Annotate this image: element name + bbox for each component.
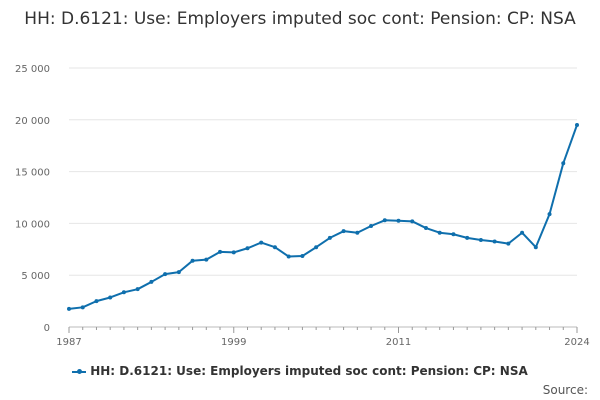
data-point[interactable] bbox=[520, 230, 525, 235]
legend-line-marker-icon bbox=[72, 368, 87, 374]
chart-title: HH: D.6121: Use: Employers imputed soc c… bbox=[24, 9, 576, 29]
x-tick-label: 2024 bbox=[564, 337, 589, 348]
data-point[interactable] bbox=[300, 254, 305, 259]
data-point[interactable] bbox=[327, 235, 332, 240]
y-tick-label: 5 000 bbox=[21, 271, 50, 282]
data-point[interactable] bbox=[121, 290, 126, 295]
legend-label: HH: D.6121: Use: Employers imputed soc c… bbox=[90, 364, 528, 378]
data-point[interactable] bbox=[286, 254, 291, 259]
data-point[interactable] bbox=[272, 245, 277, 250]
x-tick-label: 1987 bbox=[56, 337, 81, 348]
data-point[interactable] bbox=[108, 295, 113, 300]
series-layer bbox=[67, 122, 579, 311]
gridlines bbox=[69, 67, 577, 328]
data-point[interactable] bbox=[506, 241, 511, 246]
data-point[interactable] bbox=[478, 237, 483, 242]
data-point[interactable] bbox=[259, 240, 264, 245]
data-point[interactable] bbox=[410, 219, 415, 224]
data-point[interactable] bbox=[218, 249, 223, 254]
y-axis-ticks: 0 5 000 10 000 15 000 20 000 25 000 bbox=[15, 64, 50, 334]
data-point[interactable] bbox=[231, 250, 236, 255]
data-point[interactable] bbox=[451, 232, 456, 237]
data-point[interactable] bbox=[575, 122, 579, 127]
data-point[interactable] bbox=[369, 223, 374, 228]
y-tick-label: 10 000 bbox=[15, 219, 50, 230]
y-tick-label: 25 000 bbox=[15, 64, 50, 75]
x-axis: 1987 1999 2011 2024 bbox=[56, 327, 590, 348]
data-point[interactable] bbox=[176, 270, 181, 275]
data-point[interactable] bbox=[533, 245, 538, 250]
data-point[interactable] bbox=[355, 230, 360, 235]
y-tick-label: 15 000 bbox=[15, 168, 50, 179]
data-point[interactable] bbox=[245, 246, 250, 251]
data-point[interactable] bbox=[341, 229, 346, 234]
series-line bbox=[68, 123, 578, 310]
data-point[interactable] bbox=[465, 235, 470, 240]
legend[interactable]: HH: D.6121: Use: Employers imputed soc c… bbox=[0, 364, 600, 378]
data-point[interactable] bbox=[94, 299, 99, 304]
data-point[interactable] bbox=[396, 218, 401, 223]
data-point[interactable] bbox=[163, 272, 168, 277]
data-point[interactable] bbox=[561, 161, 566, 166]
source-label: Source: bbox=[542, 383, 588, 397]
data-point[interactable] bbox=[492, 239, 497, 244]
data-point[interactable] bbox=[80, 305, 85, 310]
data-point[interactable] bbox=[382, 218, 387, 223]
data-point[interactable] bbox=[314, 245, 319, 250]
data-point[interactable] bbox=[423, 226, 428, 231]
data-point[interactable] bbox=[67, 306, 71, 311]
y-tick-label: 0 bbox=[44, 323, 50, 334]
data-point[interactable] bbox=[547, 212, 552, 217]
data-point[interactable] bbox=[204, 257, 209, 262]
data-point[interactable] bbox=[437, 230, 442, 235]
x-tick-label: 2011 bbox=[386, 337, 411, 348]
data-point[interactable] bbox=[190, 258, 195, 263]
data-point[interactable] bbox=[135, 287, 140, 292]
y-tick-label: 20 000 bbox=[15, 116, 50, 127]
data-point[interactable] bbox=[149, 279, 154, 284]
x-tick-label: 1999 bbox=[221, 337, 246, 348]
